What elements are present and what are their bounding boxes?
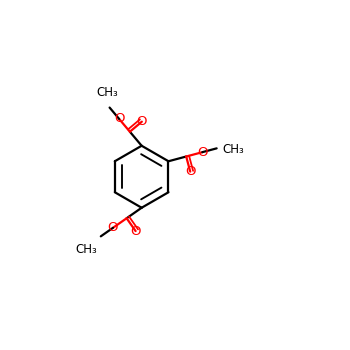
Text: O: O <box>185 165 196 178</box>
Text: O: O <box>197 146 208 159</box>
Text: O: O <box>114 112 124 125</box>
Text: CH₃: CH₃ <box>222 143 244 156</box>
Text: CH₃: CH₃ <box>96 86 118 99</box>
Text: O: O <box>136 115 147 128</box>
Text: CH₃: CH₃ <box>75 243 97 256</box>
Text: O: O <box>108 221 118 234</box>
Text: O: O <box>130 225 141 238</box>
